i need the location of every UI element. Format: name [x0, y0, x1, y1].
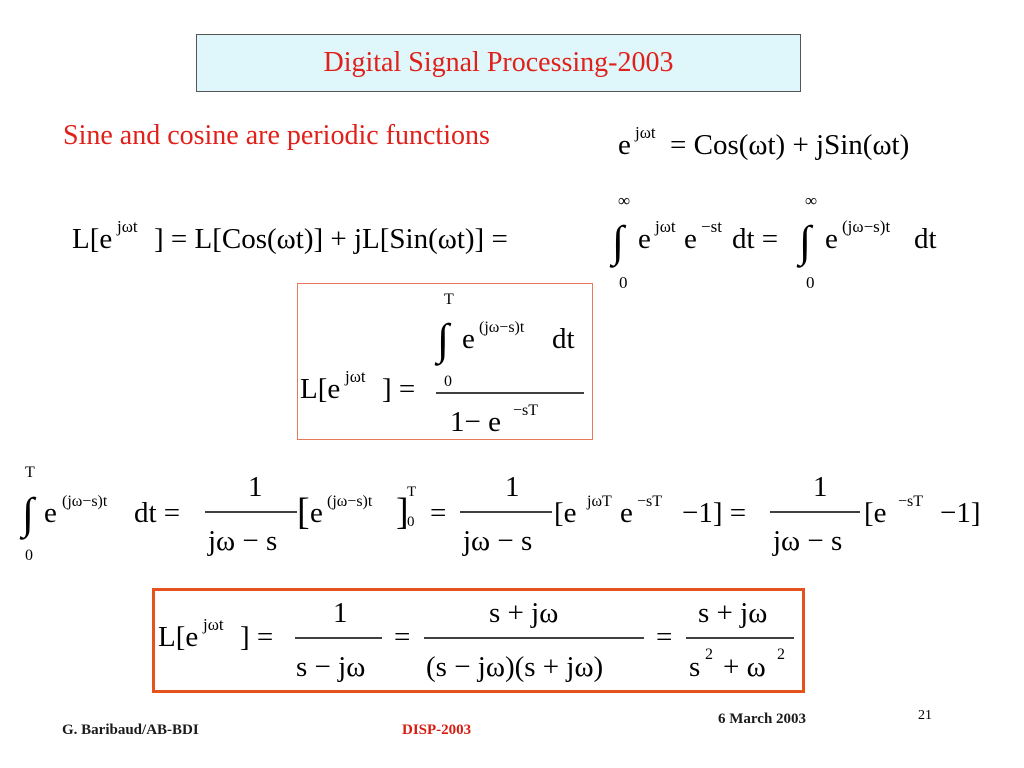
- svg-text:0: 0: [806, 273, 815, 292]
- svg-text:e: e: [825, 223, 838, 255]
- svg-text:= Cos(ωt) + jSin(ωt): = Cos(ωt) + jSin(ωt): [670, 129, 909, 161]
- svg-text:0: 0: [619, 273, 628, 292]
- svg-text:−sT: −sT: [898, 493, 923, 510]
- periodic-form-box: [297, 283, 593, 440]
- svg-text:L[e: L[e: [300, 373, 340, 405]
- svg-text:L[e: L[e: [72, 223, 112, 255]
- periodic-form-equation: T ∫ 0 e (jω−s)t dt L[e jωt ] = 1− e −sT: [300, 286, 590, 438]
- svg-text:−sT: −sT: [513, 402, 538, 419]
- result-equation: L[e jωt ] = 1 s − jω = s + jω (s − jω)(s…: [158, 592, 798, 688]
- svg-text:e: e: [638, 223, 651, 255]
- svg-text:=: =: [656, 621, 672, 653]
- svg-text:T: T: [25, 464, 35, 481]
- svg-text:−1] =: −1] =: [682, 497, 746, 529]
- svg-text:e: e: [462, 323, 475, 355]
- svg-text:jωt: jωt: [634, 123, 656, 142]
- svg-text:1: 1: [505, 471, 520, 503]
- svg-text:−1]: −1]: [940, 497, 981, 529]
- result-box: [152, 588, 805, 693]
- svg-text:−st: −st: [701, 217, 722, 236]
- svg-text:dt: dt: [914, 223, 937, 255]
- euler-equation: e jωt = Cos(ωt) + jSin(ωt): [618, 118, 998, 168]
- svg-text:]: ]: [396, 491, 409, 533]
- svg-text:∫: ∫: [796, 217, 814, 268]
- footer-course: DISP-2003: [402, 722, 472, 738]
- slide-title: Digital Signal Processing-2003: [323, 47, 674, 78]
- svg-text:jωt: jωt: [202, 615, 224, 634]
- svg-text:dt: dt: [552, 323, 575, 355]
- footer-date: 6 March 2003: [718, 711, 807, 727]
- svg-text:∫: ∫: [609, 217, 627, 268]
- svg-text:(jω−s)t: (jω−s)t: [479, 319, 525, 336]
- svg-text:jω − s: jω − s: [462, 525, 532, 557]
- svg-text:(s − jω)(s + jω): (s − jω)(s + jω): [426, 651, 603, 683]
- svg-text:1: 1: [248, 471, 263, 503]
- svg-text:L[e: L[e: [158, 621, 198, 653]
- svg-text:1: 1: [813, 471, 828, 503]
- integral-evaluation-equation: T ∫ 0 e (jω−s)t dt = 1 jω − s [ e (jω−s)…: [19, 460, 1002, 570]
- svg-text:0: 0: [444, 373, 452, 390]
- svg-text:s + jω: s + jω: [489, 597, 558, 629]
- svg-text:[: [: [297, 491, 310, 533]
- svg-text:+ ω: + ω: [723, 651, 766, 683]
- svg-text:jωt: jωt: [654, 217, 676, 236]
- svg-text:[e: [e: [554, 497, 577, 529]
- svg-text:e: e: [310, 497, 323, 529]
- svg-text:T: T: [444, 291, 454, 308]
- svg-text:0: 0: [25, 547, 33, 564]
- svg-text:(jω−s)t: (jω−s)t: [327, 493, 373, 510]
- svg-text:jωt: jωt: [344, 367, 366, 386]
- svg-text:∞: ∞: [805, 191, 817, 210]
- svg-text:jω − s: jω − s: [772, 525, 842, 557]
- svg-text:dt =: dt =: [732, 223, 778, 255]
- svg-text:=: =: [430, 497, 446, 529]
- svg-text:s + jω: s + jω: [698, 597, 767, 629]
- slide-subtitle: Sine and cosine are periodic functions: [63, 120, 490, 151]
- svg-text:] =: ] =: [382, 373, 415, 405]
- svg-text:(jω−s)t: (jω−s)t: [842, 217, 890, 236]
- svg-text:(jω−s)t: (jω−s)t: [62, 493, 108, 510]
- footer-author: G. Baribaud/AB-BDI: [62, 722, 199, 738]
- title-banner: Digital Signal Processing-2003: [196, 34, 801, 92]
- laplace-integral-equation: L[e jωt ] = L[Cos(ωt)] + jL[Sin(ωt)] = ∞…: [72, 190, 952, 292]
- svg-text:∫: ∫: [19, 489, 37, 540]
- svg-text:∞: ∞: [618, 191, 630, 210]
- svg-text:dt =: dt =: [134, 497, 180, 529]
- svg-text:jωt: jωt: [116, 217, 138, 236]
- svg-text:jωT: jωT: [586, 493, 612, 510]
- svg-text:e: e: [618, 129, 631, 161]
- svg-text:∫: ∫: [434, 315, 452, 366]
- svg-text:s − jω: s − jω: [296, 651, 365, 683]
- page-number: 21: [918, 708, 932, 723]
- svg-text:−sT: −sT: [637, 493, 662, 510]
- svg-text:T: T: [407, 484, 416, 500]
- svg-text:s: s: [689, 651, 700, 683]
- svg-text:e: e: [684, 223, 697, 255]
- svg-text:] =: ] =: [240, 621, 273, 653]
- svg-text:] = L[Cos(ωt)] + jL[Sin(ωt)] =: ] = L[Cos(ωt)] + jL[Sin(ωt)] =: [154, 223, 508, 255]
- svg-text:[e: [e: [864, 497, 887, 529]
- svg-text:e: e: [620, 497, 633, 529]
- svg-text:1: 1: [333, 597, 348, 629]
- svg-text:0: 0: [407, 514, 415, 530]
- svg-text:jω − s: jω − s: [207, 525, 277, 557]
- svg-text:1− e: 1− e: [450, 406, 501, 438]
- svg-text:e: e: [44, 497, 57, 529]
- svg-text:2: 2: [705, 646, 713, 663]
- svg-text:=: =: [394, 621, 410, 653]
- svg-text:2: 2: [777, 646, 785, 663]
